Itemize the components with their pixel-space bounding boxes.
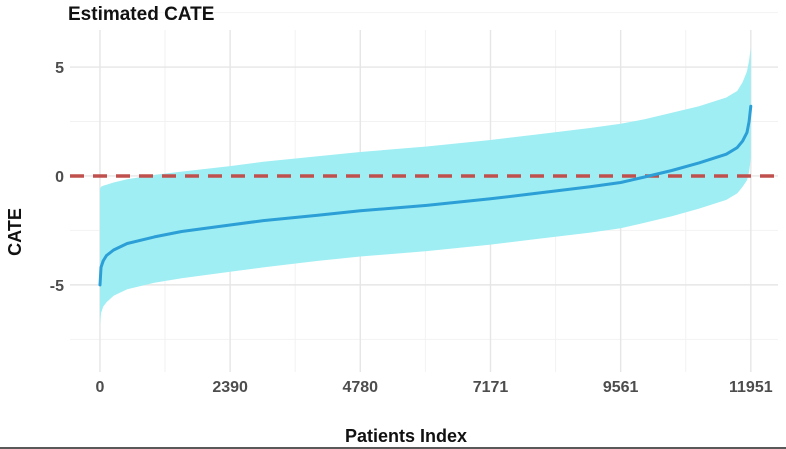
x-tick-label: 2390 [212,379,248,396]
x-tick-label: 0 [96,379,105,396]
y-tick-labels: -5 0 5 [50,60,64,295]
y-axis-title: CATE [5,208,25,256]
x-tick-label: 7171 [473,379,509,396]
confidence-band-group [100,47,751,325]
x-tick-label: 11951 [729,379,773,396]
y-tick-label: 5 [55,60,64,77]
y-tick-label: -5 [50,278,64,295]
confidence-band [100,47,751,325]
chart-title: Estimated CATE [68,4,214,25]
x-tick-label: 4780 [342,379,378,396]
y-tick-label: 0 [55,169,64,186]
cate-line [98,104,753,287]
cate-line-group [98,104,753,287]
x-tick-labels: 0 2390 4780 7171 9561 11951 [96,379,773,396]
x-axis-title: Patients Index [345,426,467,446]
x-tick-label: 9561 [603,379,639,396]
